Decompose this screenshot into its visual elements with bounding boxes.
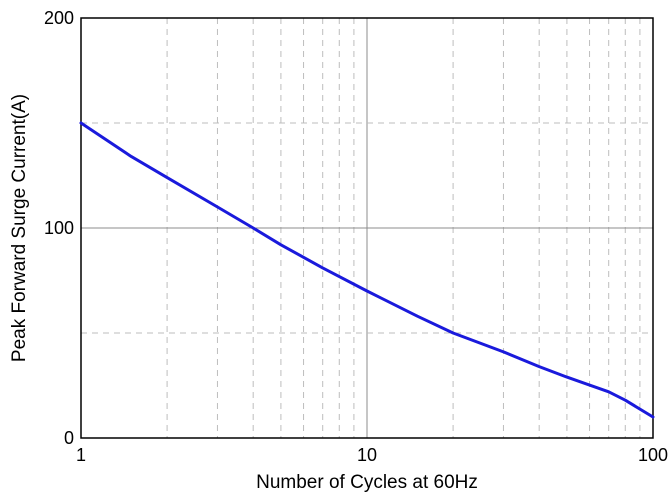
y-tick-label: 0 bbox=[64, 428, 74, 448]
series-group bbox=[79, 121, 655, 419]
grid bbox=[81, 18, 653, 438]
y-tick-label: 100 bbox=[44, 218, 74, 238]
tick-labels: 1 10 100 0 100 200 bbox=[44, 8, 668, 465]
x-tick-label: 1 bbox=[76, 445, 86, 465]
x-tick-label: 100 bbox=[638, 445, 668, 465]
x-tick-label: 10 bbox=[357, 445, 377, 465]
y-tick-label: 200 bbox=[44, 8, 74, 28]
plot-frame bbox=[80, 17, 654, 439]
series-line-0 bbox=[79, 121, 655, 419]
x-axis-label: Number of Cycles at 60Hz bbox=[256, 472, 478, 493]
y-axis-label: Peak Forward Surge Current(A) bbox=[9, 94, 30, 362]
